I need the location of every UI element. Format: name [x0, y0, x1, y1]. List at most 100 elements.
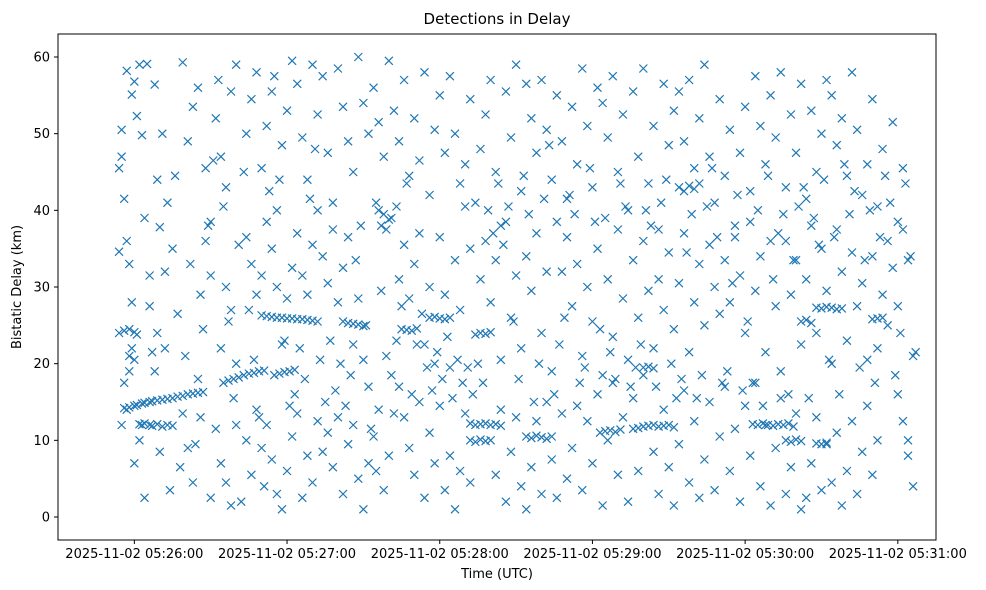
data-point	[152, 419, 162, 429]
data-point	[532, 148, 541, 158]
data-point	[740, 102, 750, 112]
data-point	[773, 228, 783, 238]
data-point	[557, 267, 567, 277]
data-point	[847, 248, 857, 257]
y-tick-label: 20	[33, 357, 50, 372]
data-point	[649, 363, 658, 373]
data-point	[669, 106, 679, 116]
data-point	[229, 374, 239, 384]
data-point	[664, 462, 674, 472]
data-point	[514, 374, 524, 384]
data-point	[758, 419, 768, 428]
data-point	[735, 271, 745, 280]
data-point	[687, 209, 697, 219]
data-point	[211, 113, 221, 123]
data-point	[552, 217, 562, 227]
data-point	[730, 221, 740, 231]
data-point	[231, 60, 241, 70]
data-point	[313, 317, 323, 326]
data-point	[476, 274, 485, 284]
data-point	[305, 194, 315, 204]
data-point	[384, 56, 394, 66]
data-point	[521, 251, 531, 261]
data-point	[692, 393, 702, 403]
data-point	[231, 420, 241, 430]
data-point	[878, 313, 887, 323]
data-point	[613, 167, 623, 177]
data-point	[170, 171, 180, 181]
data-point	[903, 255, 913, 265]
data-point	[234, 373, 244, 382]
data-point	[524, 209, 534, 219]
data-point	[608, 332, 618, 342]
data-point	[699, 60, 709, 70]
data-point	[124, 324, 134, 334]
data-point	[608, 71, 618, 81]
data-point	[420, 340, 429, 349]
data-point	[832, 225, 842, 234]
data-point	[425, 190, 434, 200]
data-point	[674, 439, 684, 449]
data-point	[511, 412, 521, 422]
data-point	[562, 232, 572, 242]
data-point	[493, 179, 503, 188]
data-point	[374, 205, 384, 215]
data-point	[277, 140, 287, 150]
data-point	[193, 83, 203, 93]
data-point	[333, 412, 343, 422]
data-point	[638, 370, 648, 380]
data-point	[432, 347, 442, 357]
data-point	[147, 421, 157, 431]
data-point	[386, 213, 396, 223]
data-point	[832, 428, 842, 438]
data-point	[720, 382, 730, 392]
data-point	[547, 432, 557, 441]
data-point	[196, 412, 205, 422]
data-point	[753, 420, 763, 430]
data-point	[476, 435, 485, 444]
data-point	[282, 106, 292, 116]
data-point	[425, 282, 434, 292]
data-point	[338, 263, 348, 273]
data-point	[460, 202, 470, 211]
data-point	[883, 320, 893, 330]
data-point	[908, 351, 918, 361]
data-point	[117, 125, 127, 135]
data-point	[193, 374, 203, 384]
data-point	[152, 328, 162, 338]
data-point	[292, 228, 302, 238]
data-point	[420, 67, 429, 77]
data-point	[506, 313, 516, 323]
data-point	[269, 370, 279, 380]
data-point	[720, 171, 730, 181]
data-point	[140, 213, 149, 223]
data-point	[801, 194, 811, 204]
data-point	[425, 428, 434, 438]
data-point	[506, 447, 516, 457]
data-point	[389, 409, 399, 418]
data-point	[114, 163, 124, 173]
data-point	[374, 405, 384, 415]
data-point	[565, 190, 574, 200]
data-point	[875, 232, 885, 242]
data-point	[173, 309, 183, 319]
data-point	[221, 182, 231, 192]
data-point	[142, 59, 152, 69]
data-point	[839, 159, 849, 169]
data-point	[796, 317, 806, 326]
data-point	[272, 282, 282, 292]
data-point	[328, 198, 338, 208]
data-point	[203, 221, 213, 231]
data-point	[211, 424, 221, 434]
data-point	[218, 378, 228, 388]
data-point	[358, 355, 368, 365]
data-point	[328, 225, 338, 234]
data-point	[763, 171, 773, 181]
points-layer	[114, 52, 921, 514]
data-point	[313, 110, 323, 119]
data-point	[804, 393, 814, 403]
y-tick-label: 40	[33, 204, 50, 219]
data-point	[440, 290, 450, 300]
data-point	[318, 251, 328, 261]
data-point	[674, 87, 684, 96]
